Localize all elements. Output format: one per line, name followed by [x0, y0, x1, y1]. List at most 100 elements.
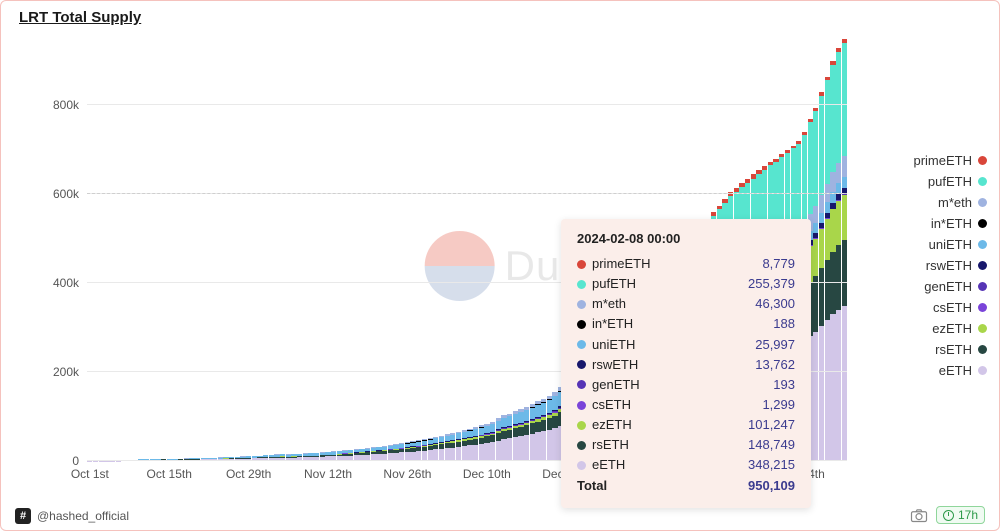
bar-segment-eETH — [552, 428, 557, 461]
bar[interactable] — [479, 425, 484, 461]
bar-segment-eETH — [535, 432, 540, 461]
bar-segment-ezETH — [819, 229, 824, 268]
tooltip-series-value: 25,997 — [755, 335, 795, 355]
bar-segment-eETH — [450, 448, 455, 461]
y-axis-label: 400k — [53, 276, 79, 290]
bar[interactable] — [813, 108, 818, 461]
bar[interactable] — [439, 436, 444, 461]
x-axis-label: Oct 15th — [147, 467, 192, 481]
tooltip-row-csETH: csETH1,299 — [577, 395, 795, 415]
bar[interactable] — [388, 445, 393, 461]
bar-segment-eETH — [825, 320, 830, 461]
bar[interactable] — [819, 92, 824, 461]
bar-segment-ezETH — [813, 239, 818, 277]
bar[interactable] — [825, 77, 830, 461]
bar[interactable] — [842, 39, 847, 461]
hash-icon: # — [15, 508, 31, 524]
bar-segment-uniETH — [535, 405, 540, 417]
bar-segment-uniETH — [813, 223, 818, 233]
bar[interactable] — [507, 414, 512, 461]
bar-segment-uniETH — [541, 403, 546, 415]
bar-segment-eETH — [836, 310, 841, 461]
bar[interactable] — [393, 444, 398, 461]
bar-segment-eETH — [473, 445, 478, 461]
bar[interactable] — [836, 48, 841, 461]
bar[interactable] — [376, 447, 381, 461]
legend-swatch — [978, 240, 987, 249]
bar-segment-uniETH — [473, 429, 478, 436]
bar[interactable] — [382, 446, 387, 461]
bar[interactable] — [405, 442, 410, 461]
footer-right: 17h — [910, 506, 985, 524]
bar[interactable] — [484, 424, 489, 461]
bar[interactable] — [422, 439, 427, 461]
legend-item-csETH[interactable]: csETH — [913, 300, 987, 315]
bar-segment-pufETH — [819, 96, 824, 195]
bar[interactable] — [547, 396, 552, 461]
bar-segment-eETH — [507, 438, 512, 461]
bar[interactable] — [530, 404, 535, 461]
legend-label: ezETH — [932, 321, 972, 336]
tooltip-swatch — [577, 401, 586, 410]
legend-item-rsETH[interactable]: rsETH — [913, 342, 987, 357]
bar[interactable] — [450, 433, 455, 461]
bar-segment-uniETH — [501, 418, 506, 427]
bar[interactable] — [518, 409, 523, 461]
legend-item-pufETH[interactable]: pufETH — [913, 174, 987, 189]
tooltip-series-value: 46,300 — [755, 294, 795, 314]
legend-item-uniETH[interactable]: uniETH — [913, 237, 987, 252]
bar[interactable] — [830, 61, 835, 461]
bar-segment-rsETH — [552, 416, 557, 428]
tooltip-series-label: ezETH — [592, 415, 632, 435]
bar[interactable] — [501, 415, 506, 461]
legend-item-primeETH[interactable]: primeETH — [913, 153, 987, 168]
bar[interactable] — [490, 422, 495, 461]
bar-segment-eETH — [462, 446, 467, 461]
tooltip-row-ezETH: ezETH101,247 — [577, 415, 795, 435]
bar[interactable] — [473, 427, 478, 461]
bar[interactable] — [541, 399, 546, 461]
legend-label: pufETH — [928, 174, 972, 189]
bar[interactable] — [467, 429, 472, 461]
legend-label: genETH — [924, 279, 972, 294]
legend-item-genETH[interactable]: genETH — [913, 279, 987, 294]
x-axis-label: Oct 1st — [71, 467, 109, 481]
bar[interactable] — [445, 434, 450, 461]
bar[interactable] — [399, 443, 404, 461]
bar[interactable] — [433, 437, 438, 461]
screenshot-icon[interactable] — [910, 508, 928, 523]
bar[interactable] — [462, 430, 467, 461]
legend-swatch — [978, 303, 987, 312]
bar[interactable] — [456, 432, 461, 461]
bar[interactable] — [524, 407, 529, 461]
bar[interactable] — [535, 401, 540, 461]
tooltip-series-value: 8,779 — [762, 254, 795, 274]
bar-segment-ezETH — [836, 201, 841, 245]
bar-segment-uniETH — [513, 414, 518, 424]
bar[interactable] — [496, 418, 501, 461]
reference-line — [87, 193, 847, 194]
legend-item-eETH[interactable]: eETH — [913, 363, 987, 378]
bar-segment-eETH — [530, 434, 535, 461]
author-handle[interactable]: @hashed_official — [37, 509, 129, 523]
bar-segment-rsETH — [825, 260, 830, 320]
bar[interactable] — [416, 440, 421, 461]
bar[interactable] — [428, 438, 433, 461]
tooltip-row-inETH: in*ETH188 — [577, 314, 795, 334]
chart-title[interactable]: LRT Total Supply — [19, 9, 141, 26]
bar[interactable] — [513, 411, 518, 461]
bar[interactable] — [552, 392, 557, 461]
legend-item-rswETH[interactable]: rswETH — [913, 258, 987, 273]
legend-item-inETH[interactable]: in*ETH — [913, 216, 987, 231]
bar-segment-rsETH — [501, 431, 506, 439]
bar[interactable] — [410, 441, 415, 461]
footer-left: # @hashed_official — [15, 508, 129, 524]
legend-swatch — [978, 156, 987, 165]
legend-item-mETH[interactable]: m*eth — [913, 195, 987, 210]
last-updated-badge[interactable]: 17h — [936, 506, 985, 524]
tooltip-row-eETH: eETH348,215 — [577, 455, 795, 475]
legend-item-ezETH[interactable]: ezETH — [913, 321, 987, 336]
bar-segment-uniETH — [518, 412, 523, 422]
bar[interactable] — [371, 447, 376, 461]
tooltip-series-label: csETH — [592, 395, 631, 415]
